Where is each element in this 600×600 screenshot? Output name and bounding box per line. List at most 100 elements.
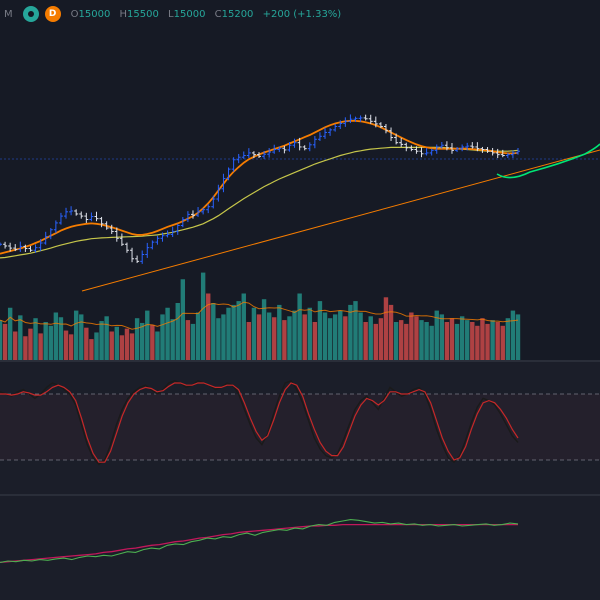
- volume-bar: [388, 304, 394, 360]
- volume-bar: [53, 312, 59, 360]
- volume-bar: [343, 316, 348, 360]
- volume-bar: [124, 328, 130, 360]
- volume-bar: [414, 316, 419, 360]
- volume-bar: [490, 320, 495, 360]
- volume-bar: [419, 320, 424, 360]
- volume-bar: [0, 320, 3, 360]
- volume-bar: [119, 335, 125, 360]
- volume-bar: [211, 303, 216, 360]
- volume-bar: [206, 293, 211, 360]
- volume-bar: [500, 325, 505, 360]
- volume-bar: [231, 304, 236, 360]
- volume-bar: [195, 312, 201, 360]
- volume-bar: [241, 293, 246, 360]
- volume-bar: [383, 297, 389, 360]
- volume-bar: [200, 272, 206, 360]
- volume-bar: [434, 310, 439, 360]
- trendline: [81, 149, 600, 292]
- volume-bar: [353, 301, 358, 360]
- change-value: +200 (+1.33%): [262, 8, 342, 20]
- projection-curve: [496, 143, 600, 179]
- pane-separator[interactable]: [0, 360, 600, 362]
- volume-bar: [505, 318, 511, 360]
- volume-bar: [94, 332, 99, 360]
- volume-bar: [287, 316, 292, 360]
- volume-bar: [48, 325, 53, 360]
- volume-bar: [282, 320, 287, 360]
- volume-bar: [43, 322, 48, 360]
- obv-chart[interactable]: [0, 496, 600, 600]
- volume-bar: [465, 320, 470, 360]
- volume-bar: [459, 316, 465, 360]
- volume-bar: [23, 336, 28, 360]
- volume-bar: [348, 304, 353, 360]
- volume-bar: [439, 314, 445, 360]
- volume-bar: [322, 312, 328, 360]
- ohlc-legend: M D O15000 H15500 L15000 C15200 +200 (+1…: [0, 0, 600, 28]
- high-value: 15500: [127, 8, 159, 20]
- symbol-name[interactable]: M: [4, 8, 13, 20]
- volume-bar: [444, 322, 450, 360]
- volume-bar: [317, 301, 323, 360]
- volume-bar: [409, 312, 414, 360]
- volume-bar: [185, 320, 191, 360]
- close-value: 15200: [221, 8, 254, 20]
- volume-ma-line: [0, 301, 519, 330]
- volume-bar: [332, 314, 338, 360]
- volume-bar: [485, 323, 490, 360]
- volume-bar: [38, 333, 43, 360]
- volume-bar: [7, 307, 13, 360]
- volume-bar: [480, 318, 485, 360]
- volume-bar: [292, 310, 297, 360]
- volume-bar: [297, 293, 302, 360]
- interval-badge[interactable]: D: [44, 6, 61, 22]
- volume-bar: [338, 310, 343, 360]
- volume-bar: [449, 318, 455, 360]
- volume-bar: [109, 331, 114, 360]
- volume-bar: [68, 334, 74, 360]
- volume-bar: [58, 317, 64, 360]
- volume-bar: [266, 312, 272, 360]
- volume-bar: [358, 312, 363, 360]
- price-pane[interactable]: [0, 0, 600, 360]
- high-label: H: [119, 8, 128, 20]
- volume-bar: [495, 322, 500, 360]
- volume-bar: [510, 310, 516, 360]
- volume-bar: [221, 314, 226, 360]
- open-label: O: [70, 8, 79, 20]
- ma-slow-line: [0, 146, 519, 259]
- volume-bar: [277, 304, 282, 360]
- market-status-icon[interactable]: [22, 6, 39, 22]
- volume-bar: [302, 314, 307, 360]
- volume-bar: [272, 317, 277, 360]
- volume-bar: [363, 322, 368, 360]
- low-label: L: [168, 8, 174, 20]
- price-chart[interactable]: [0, 0, 600, 360]
- open-value: 15000: [78, 8, 111, 20]
- volume-bar: [236, 301, 241, 360]
- obv-line: [0, 519, 519, 563]
- stochastic-chart[interactable]: [0, 362, 600, 494]
- low-value: 15000: [173, 8, 206, 20]
- obv-ma-line: [0, 523, 518, 564]
- volume-bar: [175, 303, 180, 360]
- volume-bar: [327, 318, 333, 360]
- volume-bar: [180, 279, 186, 360]
- volume-bar: [378, 318, 384, 360]
- volume-bar: [475, 325, 480, 360]
- pane-separator[interactable]: [0, 494, 600, 496]
- volume-bar: [307, 307, 312, 360]
- volume-bar: [89, 339, 94, 360]
- volume-bar: [398, 320, 404, 360]
- volume-bar: [145, 310, 150, 360]
- volume-bar: [170, 319, 175, 360]
- volume-bar: [368, 316, 373, 360]
- volume-bar: [256, 314, 262, 360]
- volume-bar: [134, 318, 140, 360]
- volume-bar: [33, 318, 38, 360]
- volume-bar: [226, 307, 231, 360]
- volume-bar: [104, 316, 109, 360]
- stochastic-pane[interactable]: [0, 362, 600, 494]
- volume-bar: [312, 322, 318, 360]
- obv-pane[interactable]: [0, 496, 600, 600]
